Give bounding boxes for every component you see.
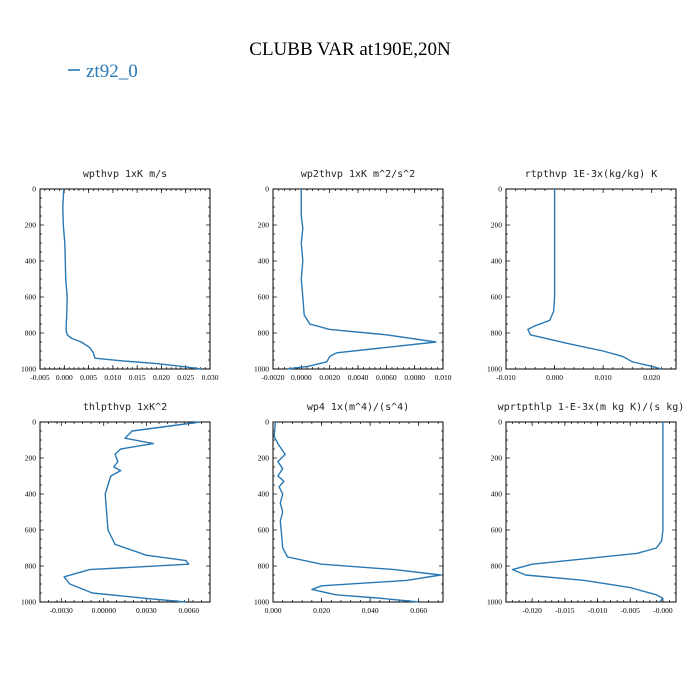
x-tick-label: 0.005 [80,373,97,382]
y-tick-label: 0 [265,185,269,194]
x-tick-label: 0.060 [410,606,427,615]
y-tick-label: 1000 [487,365,502,374]
x-tick-label: -0.010 [496,373,516,382]
x-tick-label: 0.010 [104,373,121,382]
x-tick-label: 0.010 [435,373,452,382]
x-tick-label: 0.000 [546,373,563,382]
x-tick-label: 0.040 [362,606,379,615]
y-tick-label: 400 [258,257,270,266]
chart-panel-3: rtpthvp 1E-3x(kg/kg) K 0 200 400 600 800 1000-… [487,169,677,382]
x-tick-label: 0.000 [56,373,73,382]
x-tick-label: 0.0080 [404,373,425,382]
y-tick-label: 400 [258,490,270,499]
y-tick-label: 600 [25,526,37,535]
y-tick-label: 1000 [487,598,502,607]
y-tick-label: 0 [498,418,502,427]
y-tick-label: 1000 [254,598,269,607]
y-tick-label: 200 [491,454,503,463]
x-tick-label: 0.0000 [291,373,312,382]
panel-title: wpthvp 1xK m/s [83,169,167,180]
x-tick-label: -0.015 [555,606,575,615]
y-tick-label: 800 [25,562,37,571]
legend-label: zt92_0 [86,61,138,82]
y-tick-label: 200 [25,221,37,230]
panel-title: thlpthvp 1xK^2 [83,402,167,413]
series-line-zt92_0 [273,421,442,603]
x-tick-label: -0.000 [653,606,673,615]
series-line-zt92_0 [511,422,664,603]
x-tick-label: 0.030 [202,373,219,382]
x-tick-label: 0.020 [643,373,660,382]
chart-panel-6: wprtpthlp 1-E-3x(m kg K)/(s kg) 0 200 400 60… [487,402,684,615]
y-tick-label: 800 [258,329,270,338]
y-tick-label: 400 [491,257,503,266]
y-tick-label: 0 [32,185,36,194]
plot-frame [39,421,211,603]
y-tick-label: 200 [491,221,503,230]
x-tick-label: -0.010 [588,606,608,615]
x-tick-label: 0.010 [595,373,612,382]
y-tick-label: 800 [25,329,37,338]
plot-frame [272,421,444,603]
series-line-zt92_0 [62,188,202,370]
series-line-zt92_0 [63,421,201,603]
chart-panel-4: thlpthvp 1xK^2 0 200 400 600 800 1000 -0.0030 0.… [21,402,211,615]
x-tick-label: 0.020 [313,606,330,615]
x-tick-label: 0.0030 [136,606,157,615]
y-tick-label: 600 [25,293,37,302]
y-tick-label: 400 [25,257,37,266]
x-tick-label: 0.025 [177,373,194,382]
plot-frame [505,188,677,370]
x-tick-label: 0.00000 [92,606,117,615]
x-tick-label: 0.000 [265,606,282,615]
x-tick-label: 0.015 [129,373,146,382]
panel-title: wp4 1x(m^4)/(s^4) [307,402,409,413]
legend: zt92_0 [68,61,138,82]
x-tick-label: -0.020 [522,606,542,615]
y-tick-label: 600 [258,526,270,535]
panel-title: wprtpthlp 1-E-3x(m kg K)/(s kg) [498,402,685,413]
x-tick-label: -0.0020 [261,373,284,382]
y-tick-label: 1000 [254,365,269,374]
y-tick-label: 0 [265,418,269,427]
y-tick-label: 200 [258,221,270,230]
x-tick-label: 0.0060 [376,373,397,382]
x-tick-label: 0.020 [153,373,170,382]
chart-panel-1: wpthvp 1xK m/s 0 200 400 600 800 1000-0.005 0.0… [21,169,219,382]
x-tick-label: -0.0030 [50,606,73,615]
x-tick-label: 0.0060 [178,606,199,615]
figure-title: CLUBB VAR at190E,20N [249,39,451,60]
y-tick-label: 1000 [21,365,36,374]
y-tick-label: 800 [491,329,503,338]
y-tick-label: 600 [491,526,503,535]
y-tick-label: 600 [491,293,503,302]
series-line-zt92_0 [527,189,662,370]
x-tick-label: 0.0040 [348,373,369,382]
y-tick-label: 0 [498,185,502,194]
y-tick-label: 200 [258,454,270,463]
y-tick-label: 800 [258,562,270,571]
y-tick-label: 1000 [21,598,36,607]
y-tick-label: 400 [491,490,503,499]
series-line-zt92_0 [287,189,437,370]
plot-frame [272,188,444,370]
x-tick-label: -0.005 [30,373,50,382]
y-tick-label: 600 [258,293,270,302]
y-tick-label: 200 [25,454,37,463]
x-tick-label: 0.0020 [319,373,340,382]
y-tick-label: 0 [32,418,36,427]
y-tick-label: 800 [491,562,503,571]
panel-title: wp2thvp 1xK m^2/s^2 [301,169,415,180]
panel-title: rtpthvp 1E-3x(kg/kg) K [525,169,657,180]
y-tick-label: 400 [25,490,37,499]
chart-panel-2: wp2thvp 1xK m^2/s^2 0 200 400 600 800 1000-0.0… [254,169,452,382]
x-tick-label: -0.005 [621,606,641,615]
